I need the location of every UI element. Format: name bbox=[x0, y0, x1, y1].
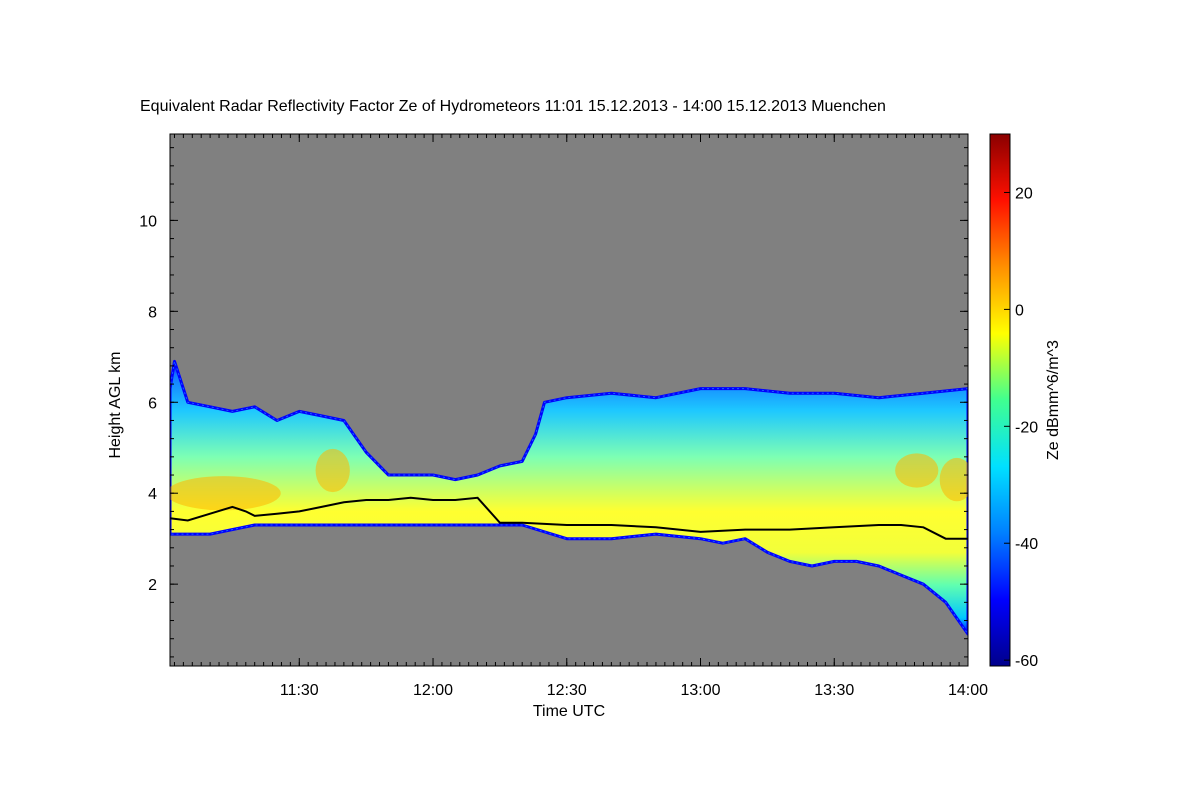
y-tick-label: 8 bbox=[148, 304, 157, 321]
y-tick-label: 4 bbox=[148, 486, 157, 503]
x-tick-label: 14:00 bbox=[948, 682, 988, 699]
y-tick-label: 2 bbox=[148, 577, 157, 594]
x-tick-label: 12:00 bbox=[413, 682, 453, 699]
colorbar-tick-label: -20 bbox=[1015, 419, 1038, 436]
colorbar bbox=[989, 133, 1011, 667]
colorbar-tick-label: -40 bbox=[1015, 536, 1038, 553]
axes: 11:30 12:00 12:30 13:00 13:30 14:00 2 4 6 8 10 bbox=[139, 134, 988, 699]
x-tick-label: 12:30 bbox=[547, 682, 587, 699]
colorbar-label: Ze dBmm^6/m^3 bbox=[1045, 340, 1062, 460]
chart-title: Equivalent Radar Reflectivity Factor Ze … bbox=[140, 98, 886, 115]
x-axis-label: Time UTC bbox=[533, 703, 605, 720]
colorbar-tick-label: 20 bbox=[1015, 185, 1033, 202]
colorbar-axis: -60 -40 -20 0 20 bbox=[1004, 185, 1038, 670]
x-tick-label: 13:30 bbox=[814, 682, 854, 699]
x-tick-label: 13:00 bbox=[680, 682, 720, 699]
y-axis-label: Height AGL km bbox=[107, 351, 124, 458]
intense-core-3 bbox=[895, 453, 939, 488]
colorbar-tick-label: 0 bbox=[1015, 302, 1024, 319]
colorbar-tick-label: -60 bbox=[1015, 653, 1038, 670]
reflectivity-layer bbox=[170, 359, 968, 636]
x-tick-label: 11:30 bbox=[280, 682, 319, 699]
y-tick-label: 6 bbox=[148, 395, 157, 412]
intense-core-1 bbox=[170, 476, 281, 511]
plot-frame bbox=[169, 133, 969, 667]
intense-core-2 bbox=[315, 448, 350, 493]
y-tick-label: 10 bbox=[139, 213, 157, 230]
series-line bbox=[170, 496, 968, 540]
echo-band-texture bbox=[170, 361, 968, 636]
intense-core-4 bbox=[939, 457, 968, 502]
line-layer bbox=[170, 496, 968, 540]
